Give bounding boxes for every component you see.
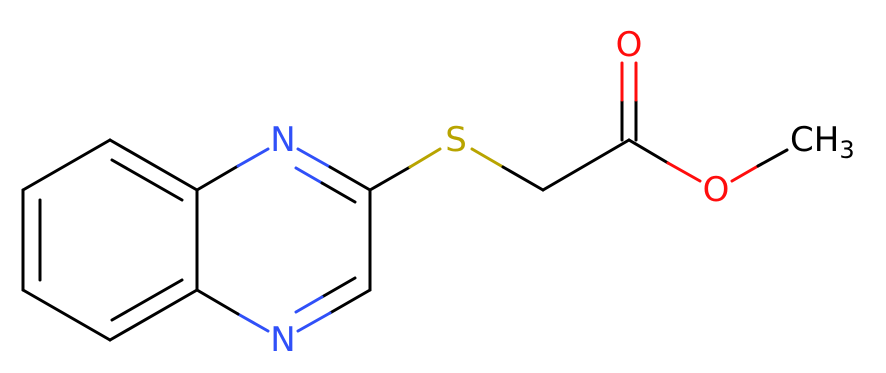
atom-label: O: [616, 25, 643, 65]
atom-label: N: [270, 120, 295, 160]
methyl-symbol: CH: [790, 120, 839, 160]
bonds: [21, 61, 789, 342]
atom-label: O: [703, 170, 730, 210]
methyl-subscript: 3: [839, 136, 854, 164]
atom-label: S: [445, 120, 467, 160]
methyl-label: CH3: [790, 120, 855, 164]
atom-label: N: [270, 320, 295, 360]
